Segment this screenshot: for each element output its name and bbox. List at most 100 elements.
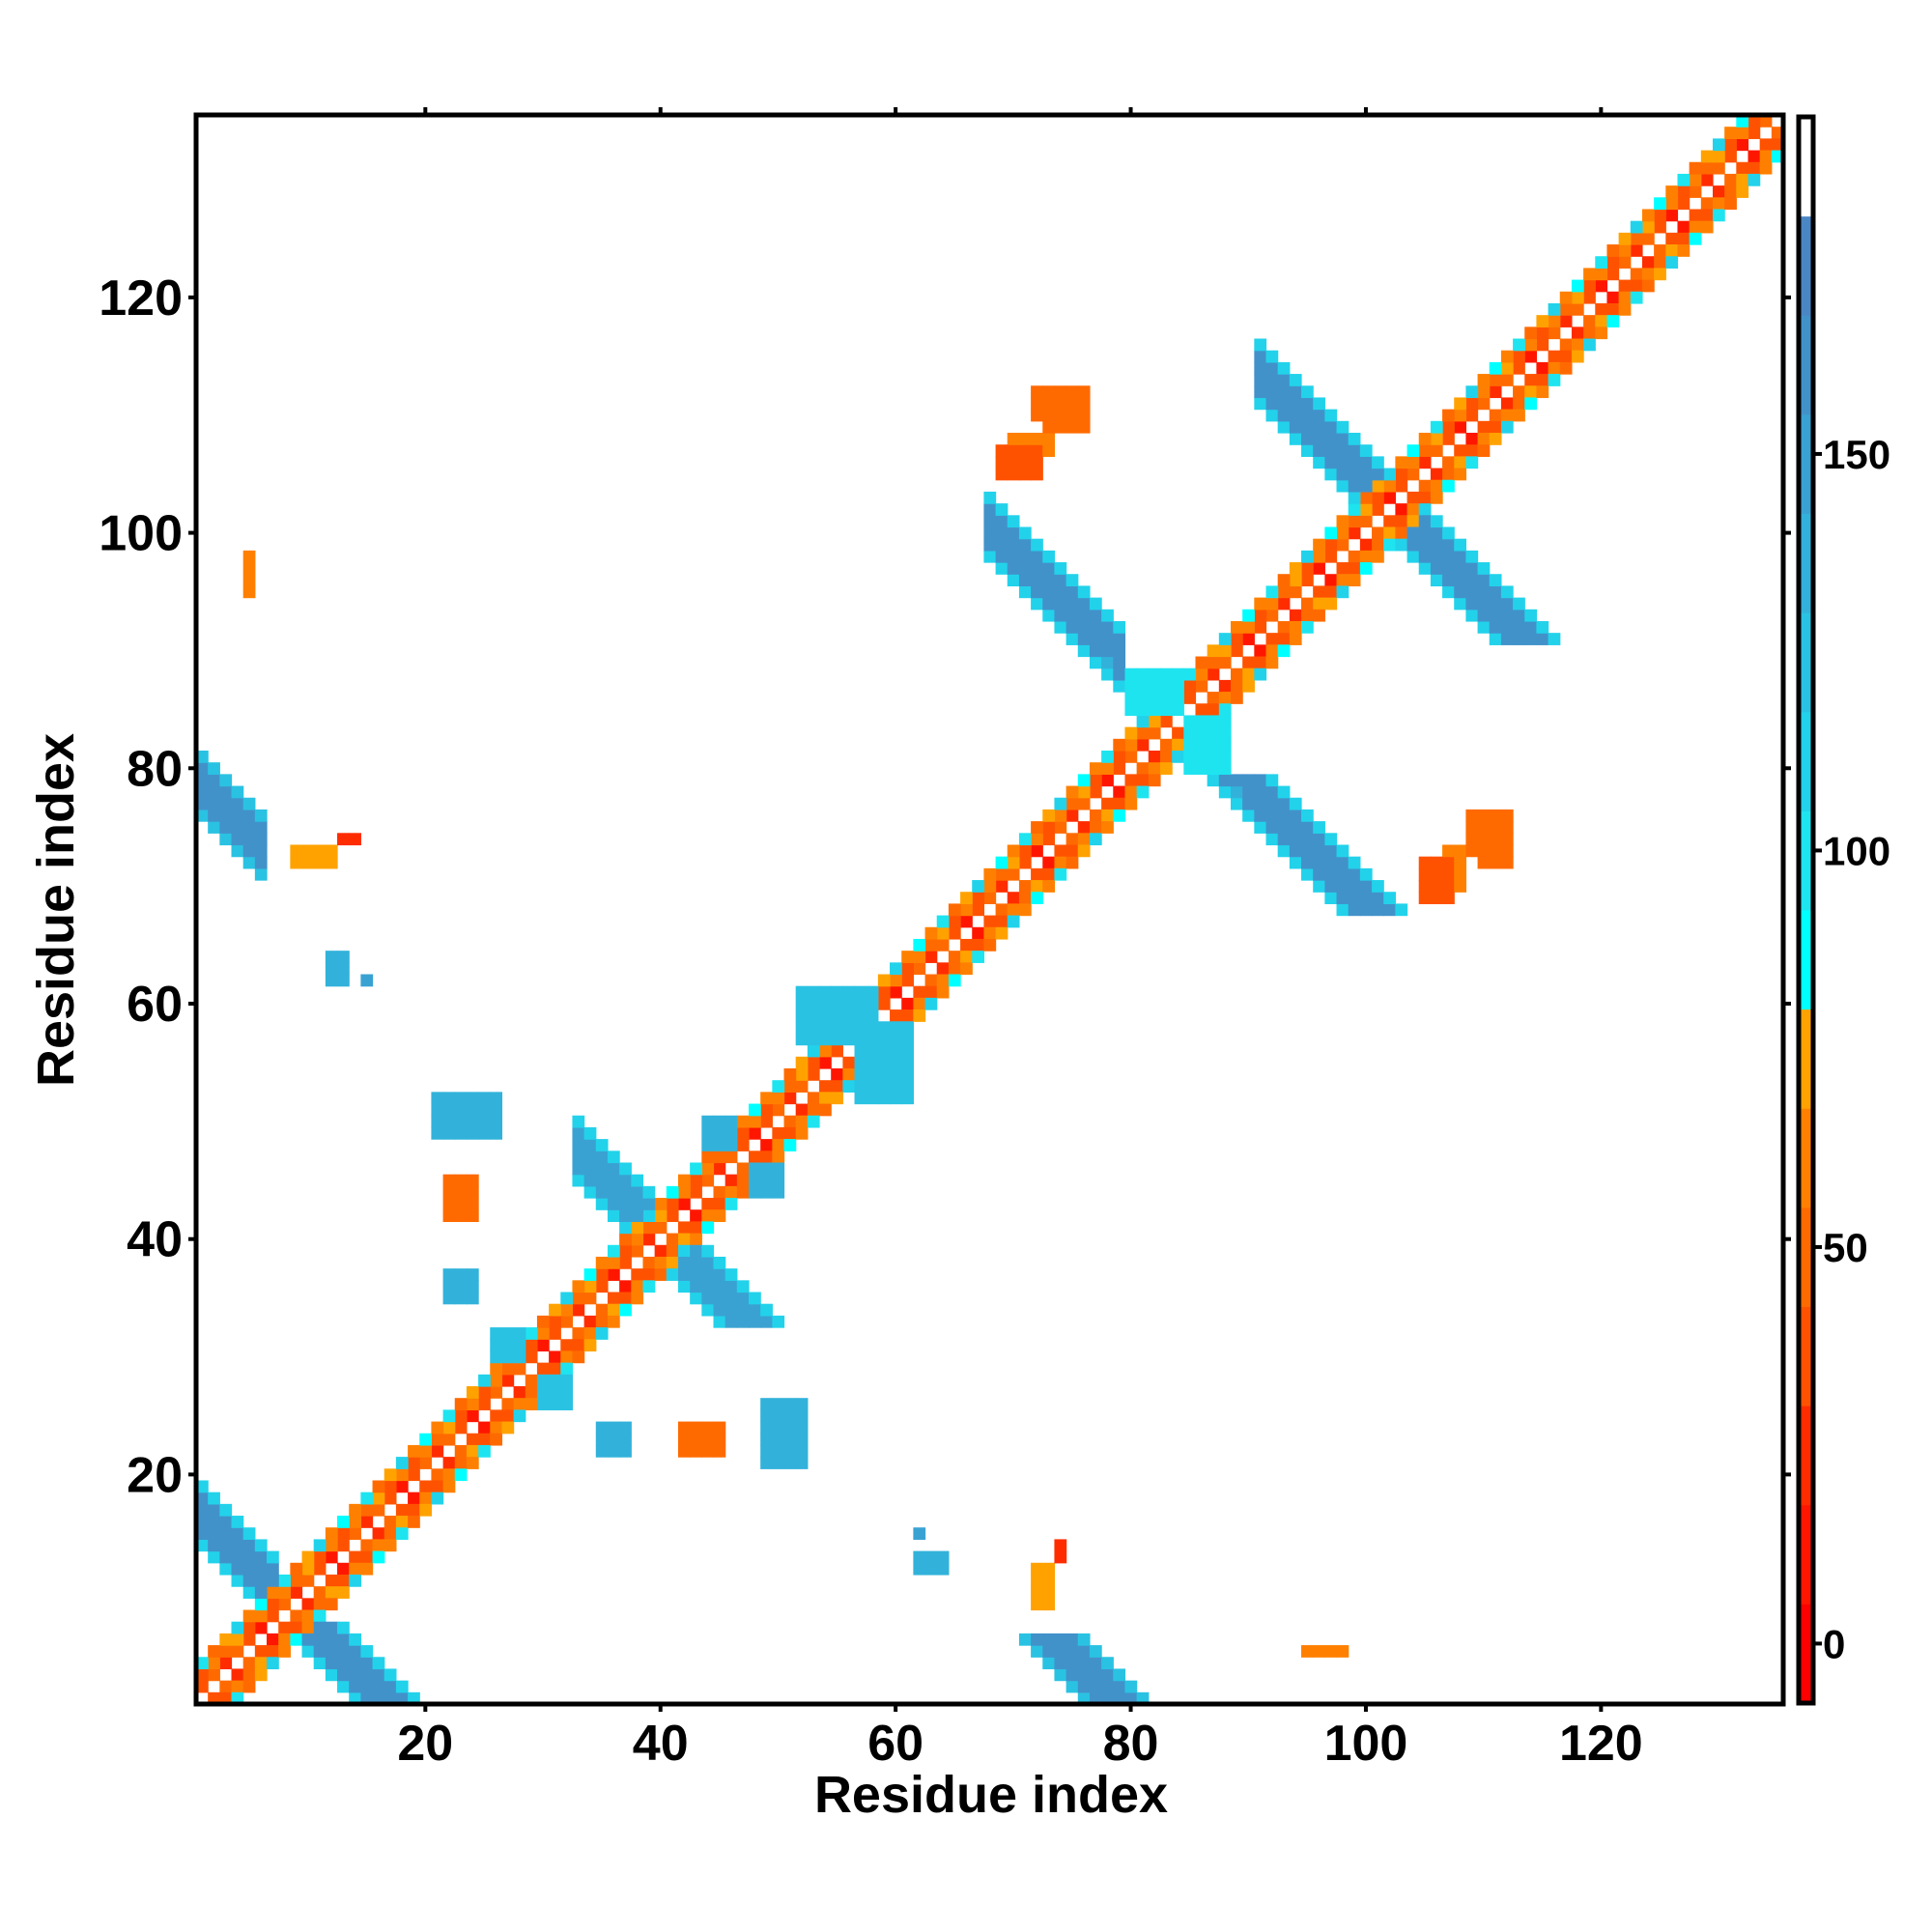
heatmap-cell [313,1586,327,1599]
heatmap-cell [1172,679,1184,693]
heatmap-cell [1207,715,1220,728]
heatmap-cell [901,1033,914,1046]
heatmap-cell [196,797,209,810]
heatmap-cell [325,974,338,987]
heatmap-cell [631,1221,644,1235]
heatmap-cell [642,1209,656,1223]
heatmap-cell [842,985,856,999]
heatmap-cell [1054,1550,1067,1564]
heatmap-cell [478,1398,491,1410]
heatmap-cell [1159,679,1173,693]
heatmap-cell [866,985,879,999]
heatmap-cell [1265,633,1279,645]
heatmap-cell [677,1268,691,1281]
heatmap-cell [1054,844,1067,858]
heatmap-cell [254,1562,268,1576]
heatmap-cell [513,1362,526,1376]
heatmap-cell [1700,209,1714,222]
heatmap-cell [1500,585,1514,599]
colorbar-tick-label: 100 [1823,828,1890,873]
y-tick-label: 60 [127,977,183,1033]
heatmap-cell [901,1080,914,1093]
heatmap-cell [1242,656,1255,669]
heatmap-cell [231,797,244,810]
heatmap-cell [1324,538,1338,552]
heatmap-cell [313,1550,327,1564]
heatmap-cell [1442,409,1455,422]
y-tick-label: 20 [127,1447,183,1503]
heatmap-cell [1500,597,1514,611]
x-axis-label: Residue index [814,1766,1168,1824]
heatmap-cell [1136,774,1150,787]
heatmap-cell [1089,785,1102,799]
heatmap-cell [1289,809,1302,822]
heatmap-cell [1313,433,1325,445]
heatmap-cell [877,1044,891,1058]
heatmap-cell [866,1009,879,1022]
heatmap-cell [442,1198,456,1210]
heatmap-cell [1747,161,1761,175]
heatmap-cell [1254,385,1267,399]
heatmap-cell [1254,350,1267,363]
heatmap-cell [1442,433,1455,445]
heatmap-cells [196,115,1784,1705]
heatmap-cell [1677,197,1690,211]
heatmap-cell [877,985,891,999]
heatmap-cell [677,1433,691,1446]
heatmap-cell [807,1009,820,1022]
heatmap-cell [1736,173,1749,186]
heatmap-cell [1712,138,1725,152]
heatmap-cell [807,997,820,1010]
heatmap-cell [1336,844,1350,858]
heatmap-cell [442,1280,456,1293]
heatmap-cell [983,867,997,881]
heatmap-cell [736,1162,750,1176]
heatmap-cell [349,1503,361,1517]
heatmap-cell [372,1503,385,1517]
heatmap-cell [960,951,973,963]
heatmap-cell [572,1303,585,1317]
heatmap-cell [196,1503,209,1517]
heatmap-cell [1031,397,1043,411]
heatmap-cell [1724,185,1737,198]
heatmap-cell [337,1574,350,1587]
heatmap-cell [490,1409,503,1423]
heatmap-cell [1101,609,1114,622]
heatmap-cell [666,1268,679,1281]
heatmap-cell [1313,456,1325,469]
heatmap-cell [983,538,997,552]
heatmap-cell [1454,409,1466,422]
heatmap-cell [490,1386,503,1399]
heatmap-cell [1665,197,1679,211]
heatmap-cell [995,903,1009,917]
heatmap-cell [819,1056,832,1069]
heatmap-cell [1430,550,1443,563]
heatmap-cell [960,962,973,976]
heatmap-cell [536,1374,550,1387]
heatmap-cell [1289,397,1302,411]
heatmap-cell [972,926,985,940]
heatmap-cell [1018,456,1032,469]
heatmap-cell [337,962,350,976]
heatmap-cell [1618,291,1632,304]
heatmap-cell [1406,503,1420,516]
heatmap-cell [1418,479,1432,493]
heatmap-cell [1372,880,1384,893]
heatmap-cell [478,1386,491,1399]
heatmap-cell [877,1033,891,1046]
heatmap-cell [1500,856,1514,869]
heatmap-cell [1536,315,1549,327]
heatmap-cell [666,1233,679,1246]
heatmap-cell [877,1068,891,1081]
heatmap-cell [713,1303,726,1317]
heatmap-cell [278,1574,291,1587]
heatmap-cell [208,797,220,810]
heatmap-cell [267,1598,279,1611]
heatmap-cell [1465,444,1479,457]
heatmap-cell [1230,692,1243,704]
heatmap-cell [724,1126,738,1140]
heatmap-cell [242,821,256,834]
heatmap-cell [1372,538,1384,552]
heatmap-cell [1489,833,1502,846]
heatmap-cell [1230,633,1243,645]
